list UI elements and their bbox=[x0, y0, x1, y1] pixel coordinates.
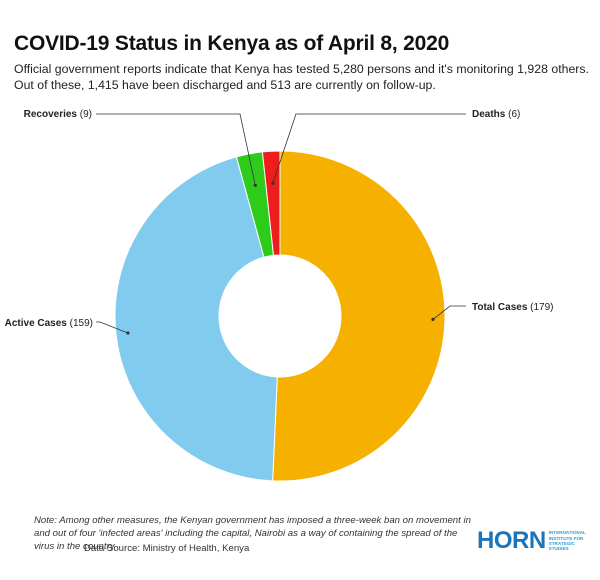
logo-sub-line: STRATEGIC bbox=[548, 541, 575, 546]
slice-total-cases bbox=[272, 150, 446, 482]
slice-active-cases bbox=[114, 156, 278, 482]
logo-sub-line: INTERNATIONAL bbox=[548, 530, 586, 536]
leader-line-total-cases bbox=[432, 305, 466, 320]
slice-deaths bbox=[261, 150, 281, 256]
label-active-cases: Active Cases (159) bbox=[5, 318, 93, 329]
footnote: Note: Among other measures, the Kenyan g… bbox=[34, 515, 471, 552]
label-deaths: Deaths (6) bbox=[472, 109, 520, 120]
horn-logo: HORN INTERNATIONAL INSTITUTE FOR STRATEG… bbox=[477, 529, 586, 553]
data-source: Data Source: Ministry of Health, Kenya bbox=[84, 543, 250, 554]
leader-dot-recoveries bbox=[253, 183, 257, 187]
logo-subtitle: INTERNATIONAL INSTITUTE FOR STRATEGIC ST… bbox=[549, 530, 586, 552]
chart-title: COVID-19 Status in Kenya as of April 8, … bbox=[14, 32, 450, 55]
leader-dot-total-cases bbox=[431, 317, 435, 322]
leader-line-deaths bbox=[272, 113, 466, 184]
logo-sub-line: STUDIES bbox=[548, 546, 569, 552]
leader-line-recoveries bbox=[96, 113, 256, 186]
leader-line-active-cases bbox=[96, 321, 129, 334]
chart-subtitle: Official government reports indicate tha… bbox=[14, 62, 589, 92]
leader-dot-deaths bbox=[271, 181, 275, 185]
logo-wordmark: HORN bbox=[477, 527, 546, 554]
leader-dot-active-cases bbox=[126, 331, 130, 335]
label-recoveries: Recoveries (9) bbox=[24, 109, 92, 120]
label-total-cases: Total Cases (179) bbox=[472, 302, 554, 313]
logo-sub-line: INSTITUTE FOR bbox=[548, 535, 584, 541]
